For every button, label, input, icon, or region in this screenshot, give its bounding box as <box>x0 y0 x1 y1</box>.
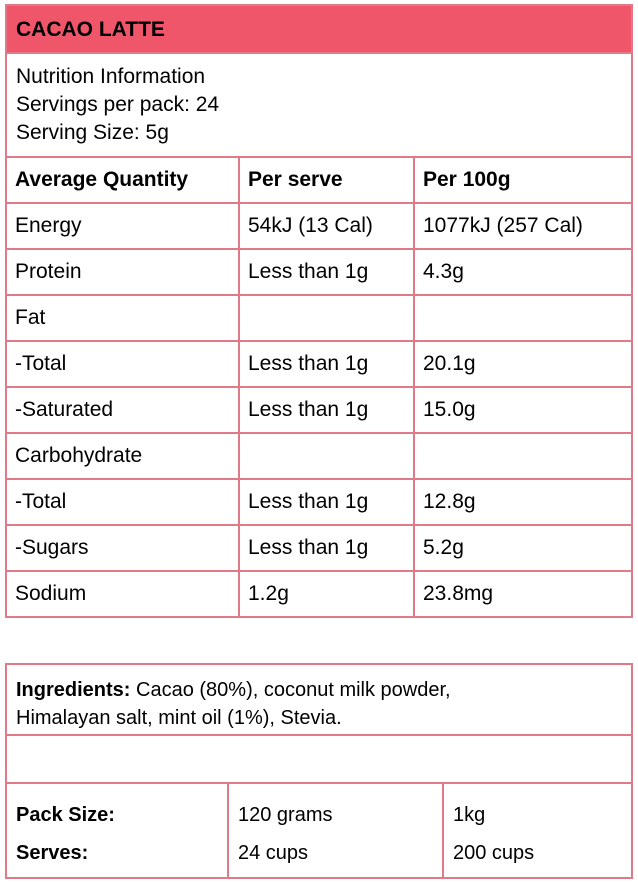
table-row: Carbohydrate <box>7 434 631 480</box>
pack-labels: Pack Size: Serves: <box>7 784 229 877</box>
nutrient-name: -Total <box>7 342 240 386</box>
pack-small-serves: 24 cups <box>238 842 309 864</box>
nutrient-name: Energy <box>7 204 240 248</box>
per-100g-value: 15.0g <box>423 398 476 421</box>
per-serve-value: Less than 1g <box>240 342 415 386</box>
per-serve-value: Less than 1g <box>240 480 415 524</box>
per-100g-value: 5.2g <box>423 536 464 559</box>
serving-size: Serving Size: 5g <box>16 121 169 144</box>
ingredients-panel: Ingredients: Cacao (80%), coconut milk p… <box>5 663 633 879</box>
table-row: -Sugars Less than 1g 5.2g <box>7 526 631 572</box>
per-100g-value: 4.3g <box>423 260 464 283</box>
header-per-serve: Per serve <box>240 158 415 202</box>
per-serve-value: Less than 1g <box>240 250 415 294</box>
header-per-100g: Per 100g <box>423 168 511 191</box>
ingredients-line1: Cacao (80%), coconut milk powder, <box>130 679 451 701</box>
header-average-quantity: Average Quantity <box>7 158 240 202</box>
nutrient-name: Fat <box>7 296 240 340</box>
per-serve-value <box>240 296 415 340</box>
nutrient-name: -Sugars <box>7 526 240 570</box>
per-100g-value <box>415 296 631 340</box>
nutrient-name: Sodium <box>7 572 240 616</box>
pack-large-serves: 200 cups <box>453 842 535 864</box>
table-row: Fat <box>7 296 631 342</box>
nutrient-name: Protein <box>7 250 240 294</box>
per-serve-value: 54kJ (13 Cal) <box>240 204 415 248</box>
table-header-row: Average Quantity Per serve Per 100g <box>7 158 631 204</box>
table-row: -Total Less than 1g 20.1g <box>7 342 631 388</box>
pack-small: 120 grams 24 cups <box>229 784 444 877</box>
per-100g-value: 12.8g <box>423 490 476 513</box>
pack-size-label: Pack Size: <box>16 804 115 826</box>
nutrition-info-block: Nutrition Information Servings per pack:… <box>7 54 631 158</box>
per-serve-value: Less than 1g <box>240 388 415 432</box>
per-100g-value: 23.8mg <box>423 582 494 605</box>
table-row: Energy 54kJ (13 Cal) 1077kJ (257 Cal) <box>7 204 631 250</box>
pack-large-size: 1kg <box>453 804 486 826</box>
servings-per-pack: Servings per pack: 24 <box>16 93 220 116</box>
nutrient-name: -Saturated <box>7 388 240 432</box>
nutrient-name: Carbohydrate <box>7 434 240 478</box>
ingredients-label: Ingredients: <box>16 679 131 701</box>
per-serve-value <box>240 434 415 478</box>
empty-row <box>7 736 631 784</box>
pack-large: 1kg 200 cups <box>444 784 631 877</box>
per-100g-value <box>415 434 631 478</box>
table-row: -Saturated Less than 1g 15.0g <box>7 388 631 434</box>
nutrition-panel: CACAO LATTE Nutrition Information Servin… <box>5 4 633 618</box>
per-100g-value: 20.1g <box>423 352 476 375</box>
table-row: -Total Less than 1g 12.8g <box>7 480 631 526</box>
pack-grid: Pack Size: Serves: 120 grams 24 cups 1kg… <box>7 784 631 877</box>
nutrient-name: -Total <box>7 480 240 524</box>
table-row: Protein Less than 1g 4.3g <box>7 250 631 296</box>
serves-label: Serves: <box>16 842 89 864</box>
per-serve-value: 1.2g <box>240 572 415 616</box>
per-serve-value: Less than 1g <box>240 526 415 570</box>
per-100g-value: 1077kJ (257 Cal) <box>423 214 583 237</box>
ingredients-text: Ingredients: Cacao (80%), coconut milk p… <box>7 665 631 736</box>
ingredients-line2: Himalayan salt, mint oil (1%), Stevia. <box>16 707 342 729</box>
product-title: CACAO LATTE <box>7 6 631 54</box>
nutrition-info-heading: Nutrition Information <box>16 65 206 88</box>
pack-small-size: 120 grams <box>238 804 333 826</box>
table-row: Sodium 1.2g 23.8mg <box>7 572 631 616</box>
